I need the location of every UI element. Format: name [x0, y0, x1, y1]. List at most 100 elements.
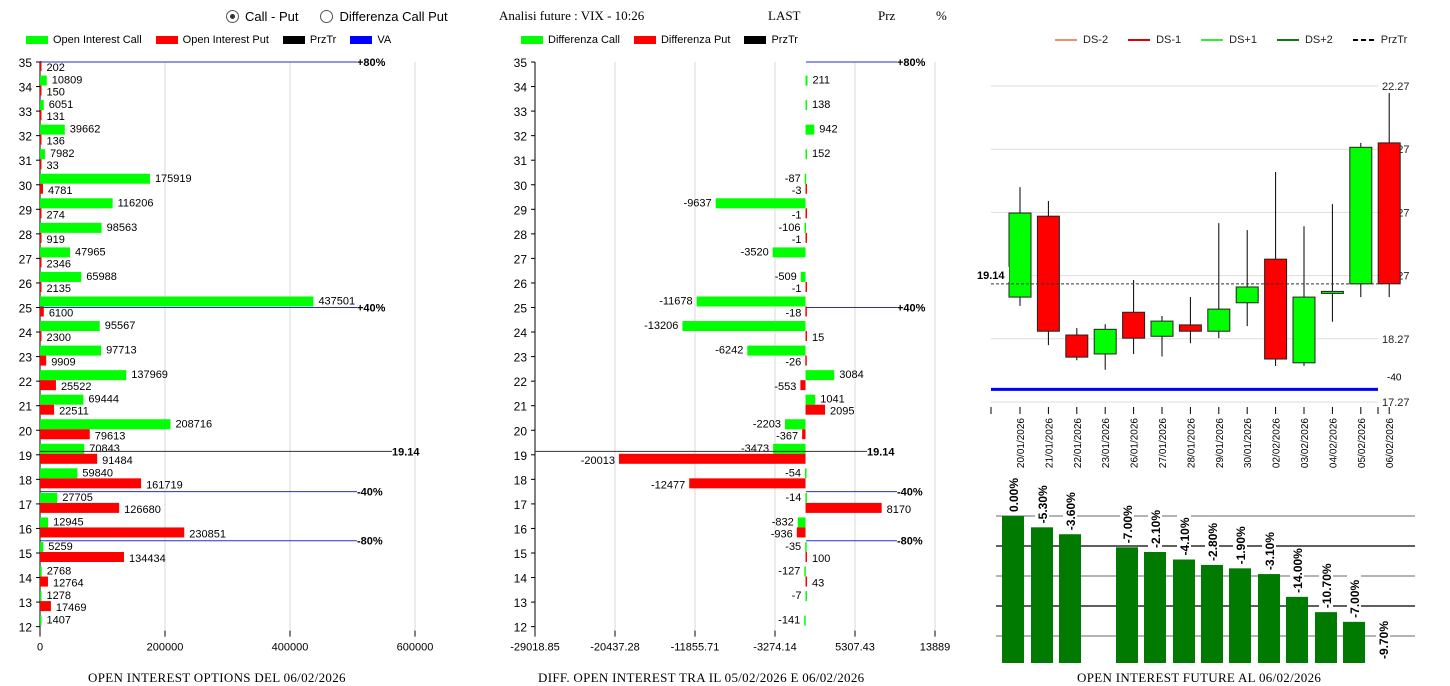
- y-tick-label: 24: [19, 326, 33, 340]
- legend-line: [1352, 39, 1375, 42]
- put-value-label: -367: [776, 430, 798, 442]
- put-value-label: 134434: [129, 553, 166, 565]
- candle-up: [1093, 328, 1117, 355]
- put-bar: [40, 61, 42, 71]
- call-value-label: 138: [812, 99, 830, 111]
- put-bar: [40, 552, 125, 562]
- y-tick-label: 30: [514, 179, 528, 193]
- put-bar: [40, 183, 43, 194]
- put-bar: [805, 576, 808, 587]
- put-bar: [618, 453, 806, 464]
- future-bar: [1002, 516, 1024, 663]
- call-value-label: -106: [779, 222, 801, 234]
- legend-ds+2: DS+2: [1276, 34, 1333, 46]
- call-value-label: 3084: [839, 369, 863, 381]
- call-value-label: -54: [785, 467, 801, 479]
- call-bar: [40, 100, 44, 111]
- oi-chart-title: OPEN INTEREST OPTIONS DEL 06/02/2026: [88, 670, 346, 685]
- put-value-label: 919: [47, 234, 65, 246]
- legend-label: PrzTr: [771, 34, 798, 46]
- put-bar: [796, 527, 806, 538]
- legend-line: [1128, 39, 1151, 42]
- va-pct-label: -80%: [897, 536, 923, 548]
- y-tick-label: 24: [514, 326, 528, 340]
- future-bar: [1258, 574, 1280, 663]
- bar-pct-label: -2.80%: [1206, 523, 1220, 561]
- legend-label: Open Interest Call: [53, 34, 142, 46]
- call-bar: [715, 198, 806, 209]
- call-value-label: 1041: [820, 394, 844, 406]
- legend-ds-1: DS-1: [1128, 34, 1181, 46]
- call-value-label: -9637: [684, 197, 712, 209]
- put-value-label: 12764: [53, 578, 84, 590]
- y-tick-label: 31: [514, 154, 528, 168]
- put-bar: [40, 159, 42, 170]
- put-value-label: 91484: [102, 455, 133, 467]
- call-bar: [40, 222, 102, 233]
- put-value-label: 131: [47, 111, 65, 123]
- put-value-label: 33: [47, 160, 59, 172]
- candle-down: [1377, 142, 1401, 285]
- put-value-label: 4781: [48, 185, 72, 197]
- bar-pct-label: -1.90%: [1234, 526, 1248, 564]
- future-bar: [1144, 552, 1166, 663]
- put-value-label: 17469: [56, 602, 87, 614]
- bar-label-bg: [1205, 516, 1219, 561]
- radio-differenza-call-put[interactable]: Differenza Call Put: [320, 9, 448, 24]
- call-value-label: -6242: [715, 345, 743, 357]
- candle-up: [1292, 296, 1316, 364]
- y-tick-label: 18: [19, 473, 33, 487]
- call-value-label: -3520: [741, 246, 769, 258]
- candle-up: [1207, 308, 1231, 332]
- call-bar: [805, 542, 807, 552]
- radio-call-put[interactable]: Call - Put: [226, 9, 298, 24]
- oi-options-chart: 0 200000 400000 600000 35 34 33 32 31 30 29 28 27 26 2…: [19, 56, 434, 654]
- put-value-label: 274: [47, 209, 65, 221]
- call-value-label: -35: [785, 541, 801, 553]
- x-tick-label: 22/01/2026: [1073, 418, 1084, 468]
- call-value-label: 95567: [105, 320, 136, 332]
- candlestick-chart: 22.2721.2720.2719.2718.2717.27-4020/01/2…: [975, 81, 1410, 468]
- call-bar: [40, 615, 42, 626]
- put-bar: [805, 281, 808, 292]
- y-tick-label: 22: [514, 375, 528, 389]
- bar-pct-label: -2.10%: [1149, 510, 1163, 548]
- put-bar: [40, 281, 42, 292]
- put-value-label: 202: [47, 62, 65, 74]
- y-tick-label: 32: [514, 130, 528, 144]
- call-bar: [784, 419, 806, 430]
- radio-unselected-icon: [320, 10, 334, 23]
- call-bar: [805, 149, 808, 160]
- view-mode-radio-group: Call - Put Differenza Call Put: [226, 9, 448, 24]
- legend-line: [1055, 39, 1077, 42]
- bar-pct-label: -3.60%: [1064, 492, 1078, 530]
- bar-label-bg: [1262, 526, 1276, 571]
- candle-down: [1036, 215, 1060, 332]
- przTr-label: 19.14: [977, 270, 1005, 282]
- call-bar: [800, 271, 806, 282]
- call-bar: [805, 468, 807, 479]
- put-bar: [40, 478, 142, 489]
- put-value-label: 150: [47, 87, 65, 99]
- va-pct-label: +80%: [897, 57, 926, 69]
- y-tick-label: 33: [514, 105, 528, 119]
- x-tick-label: 13889: [920, 642, 951, 654]
- legend-ds-2: DS-2: [1055, 34, 1108, 46]
- future-oi-chart: 0.00% -5.30% -3.60% -7.00% -2.10% -4.10% -2.80…: [996, 470, 1415, 663]
- call-bar: [805, 492, 807, 503]
- y-tick-label: 28: [19, 228, 33, 242]
- put-value-label: 2095: [830, 406, 854, 418]
- put-value-label: -3: [792, 185, 802, 197]
- future-bar: [1286, 596, 1308, 663]
- legend-label: Open Interest Put: [182, 34, 269, 46]
- legend-swatch: [155, 36, 178, 44]
- put-bar: [40, 257, 42, 268]
- put-value-label: 100: [812, 553, 830, 565]
- y-tick-label: 29: [19, 203, 33, 217]
- y-tick-label: 14: [19, 572, 33, 586]
- x-tick-label: 20/01/2026: [1016, 418, 1027, 468]
- radio-differenza-label: Differenza Call Put: [339, 9, 448, 24]
- y-tick-label: 34: [19, 81, 33, 95]
- candle-up: [1349, 146, 1373, 285]
- y-tick-label: 25: [514, 302, 528, 316]
